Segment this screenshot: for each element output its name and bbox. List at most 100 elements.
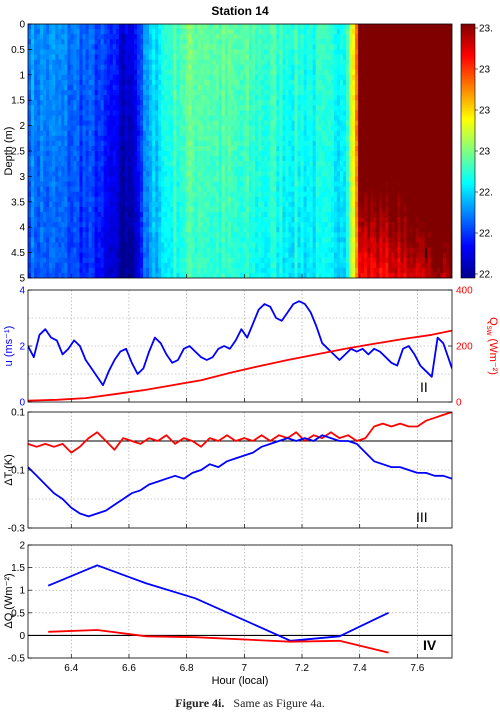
heatmap-cell [61,34,65,40]
heatmap-cell [88,247,93,254]
heatmap-cell [230,237,235,244]
heatmap-cell [46,267,50,274]
heatmap-cell [306,176,311,183]
heatmap-cell [258,186,262,193]
heatmap-cell [200,257,205,264]
heatmap-cell [327,95,332,101]
heatmap-cell [312,140,317,147]
heatmap-cell [288,39,293,45]
heatmap-cell [267,257,271,264]
heatmap-cell [127,24,132,30]
heatmap-cell [167,44,171,50]
heatmap-cell [264,222,268,228]
heatmap-cell [233,54,238,61]
heatmap-cell [127,191,132,198]
heatmap-cell [261,201,265,208]
heatmap-cell [37,74,41,81]
heatmap-cell [76,84,81,91]
heatmap-cell [249,267,253,274]
heatmap-cell [182,272,187,278]
heatmap-cell [315,211,320,218]
heatmap-cell [212,222,217,228]
heatmap-cell [34,242,38,249]
heatmap-cell [161,105,165,111]
heatmap-cell [143,191,147,198]
heatmap-cell [179,120,184,127]
heatmap-cell [73,227,78,233]
heatmap-cell [276,166,280,172]
heatmap-cell [194,79,199,86]
heatmap-cell [255,181,259,188]
heatmap-cell [49,95,53,101]
heatmap-cell [203,181,208,188]
heatmap-cell [28,252,32,259]
heatmap-cell [215,171,220,177]
heatmap-cell [309,29,314,35]
heatmap-cell [152,69,156,76]
heatmap-cell [149,156,153,162]
heatmap-cell [28,84,32,91]
heatmap-cell [203,267,208,274]
heatmap-cell [170,267,174,274]
heatmap-cell [252,24,256,30]
heatmap-cell [118,54,123,61]
heatmap-cell [249,105,253,111]
heatmap-cell [194,191,199,198]
heatmap-cell [200,135,205,142]
heatmap-cell [246,227,250,233]
heatmap-cell [130,247,135,254]
heatmap-cell [230,44,235,50]
heatmap-cell [94,217,99,223]
heatmap-cell [182,206,187,213]
heatmap-cell [243,64,247,71]
heatmap-cell [118,64,123,71]
heatmap-cell [227,135,232,142]
heatmap-cell [306,69,311,76]
heatmap-cell [64,201,68,208]
heatmap-cell [73,211,78,218]
heatmap-cell [240,211,244,218]
heatmap-cell [170,24,174,30]
heatmap-cell [109,217,114,223]
heatmap-cell [31,156,35,162]
heatmap-cell [264,206,268,213]
heatmap-cell [264,257,268,264]
heatmap-cell [64,252,68,259]
heatmap-cell [264,272,268,278]
heatmap-cell [109,196,114,203]
heatmap-cell [200,181,205,188]
heatmap-cell [224,64,229,71]
heatmap-cell [246,171,250,177]
heatmap-cell [52,176,56,183]
heatmap-cell [73,64,78,71]
heatmap-cell [224,130,229,137]
heatmap-cell [246,24,250,30]
heatmap-cell [303,105,308,111]
heatmap-cell [158,34,162,40]
heatmap-cell [109,39,114,45]
heatmap-cell [85,84,90,91]
heatmap-cell [118,130,123,137]
heatmap-cell [155,232,159,238]
heatmap-cell [58,54,62,61]
heatmap-cell [143,267,147,274]
heatmap-cell [137,196,141,203]
heatmap-cell [179,110,184,117]
heatmap-cell [164,100,168,106]
heatmap-cell [185,135,190,142]
heatmap-cell [303,130,308,137]
heatmap-cell [143,171,147,177]
heatmap-cell [288,100,293,106]
heatmap-cell [49,176,53,183]
heatmap-cell [321,242,326,249]
heatmap-cell [97,84,102,91]
heatmap-cell [179,161,184,167]
heatmap-cell [318,95,323,101]
heatmap-cell [137,69,141,76]
heatmap-cell [164,262,168,269]
heatmap-cell [224,105,229,111]
heatmap-cell [61,156,65,162]
heatmap-cell [124,262,129,269]
heatmap-cell [318,120,323,127]
heatmap-cell [79,79,84,86]
